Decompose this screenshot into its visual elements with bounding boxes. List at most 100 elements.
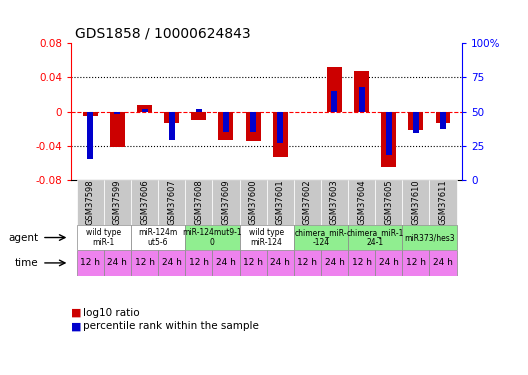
- Bar: [381, 111, 396, 167]
- Text: GSM37609: GSM37609: [221, 180, 230, 225]
- Bar: [429, 180, 457, 225]
- Bar: [429, 250, 457, 276]
- Text: GSM37611: GSM37611: [439, 180, 448, 225]
- Bar: [219, 111, 233, 140]
- Bar: [267, 250, 294, 276]
- Text: 24 h: 24 h: [270, 258, 290, 267]
- Bar: [273, 111, 288, 157]
- Bar: [158, 180, 185, 225]
- Text: 12 h: 12 h: [135, 258, 155, 267]
- Bar: [196, 109, 202, 111]
- Text: percentile rank within the sample: percentile rank within the sample: [83, 321, 259, 331]
- Text: 12 h: 12 h: [297, 258, 317, 267]
- Bar: [104, 180, 131, 225]
- Bar: [240, 250, 267, 276]
- Text: ■: ■: [71, 308, 82, 318]
- Bar: [354, 71, 369, 111]
- Bar: [402, 225, 457, 250]
- Bar: [77, 180, 104, 225]
- Text: agent: agent: [8, 232, 38, 243]
- Bar: [375, 180, 402, 225]
- Bar: [332, 91, 337, 111]
- Bar: [321, 180, 348, 225]
- Bar: [402, 250, 429, 276]
- Bar: [212, 180, 240, 225]
- Text: wild type
miR-124: wild type miR-124: [249, 228, 284, 247]
- Bar: [267, 180, 294, 225]
- Text: GSM37607: GSM37607: [167, 180, 176, 225]
- Bar: [409, 111, 423, 130]
- Text: 24 h: 24 h: [216, 258, 236, 267]
- Text: 24 h: 24 h: [379, 258, 399, 267]
- Text: GDS1858 / 10000624843: GDS1858 / 10000624843: [75, 27, 251, 40]
- Bar: [115, 111, 120, 114]
- Bar: [294, 180, 321, 225]
- Bar: [104, 250, 131, 276]
- Bar: [240, 180, 267, 225]
- Bar: [386, 111, 392, 155]
- Bar: [137, 105, 152, 111]
- Text: GSM37608: GSM37608: [194, 180, 203, 225]
- Bar: [321, 250, 348, 276]
- Bar: [294, 225, 348, 250]
- Text: 24 h: 24 h: [162, 258, 182, 267]
- Text: chimera_miR-1
24-1: chimera_miR-1 24-1: [346, 228, 404, 247]
- Bar: [440, 111, 446, 129]
- Bar: [142, 109, 147, 111]
- Bar: [83, 111, 98, 116]
- Text: miR-124m
ut5-6: miR-124m ut5-6: [138, 228, 178, 247]
- Bar: [348, 250, 375, 276]
- Bar: [250, 111, 256, 132]
- Bar: [185, 225, 240, 250]
- Text: miR-124mut9-1
0: miR-124mut9-1 0: [183, 228, 242, 247]
- Bar: [240, 225, 294, 250]
- Text: log10 ratio: log10 ratio: [83, 308, 140, 318]
- Text: miR373/hes3: miR373/hes3: [404, 233, 455, 242]
- Bar: [212, 250, 240, 276]
- Bar: [87, 111, 93, 159]
- Text: GSM37610: GSM37610: [411, 180, 420, 225]
- Bar: [185, 180, 212, 225]
- Bar: [294, 250, 321, 276]
- Text: GSM37602: GSM37602: [303, 180, 312, 225]
- Text: 12 h: 12 h: [352, 258, 372, 267]
- Bar: [277, 111, 283, 143]
- Text: 12 h: 12 h: [243, 258, 263, 267]
- Text: 12 h: 12 h: [406, 258, 426, 267]
- Text: 12 h: 12 h: [189, 258, 209, 267]
- Text: GSM37606: GSM37606: [140, 180, 149, 225]
- Text: GSM37601: GSM37601: [276, 180, 285, 225]
- Bar: [246, 111, 260, 141]
- Text: ■: ■: [71, 321, 82, 331]
- Text: GSM37599: GSM37599: [113, 180, 122, 225]
- Bar: [131, 250, 158, 276]
- Bar: [348, 180, 375, 225]
- Bar: [164, 111, 179, 123]
- Bar: [413, 111, 419, 134]
- Bar: [375, 250, 402, 276]
- Text: 24 h: 24 h: [433, 258, 453, 267]
- Bar: [223, 111, 229, 132]
- Text: wild type
miR-1: wild type miR-1: [86, 228, 121, 247]
- Bar: [185, 250, 212, 276]
- Text: GSM37604: GSM37604: [357, 180, 366, 225]
- Bar: [131, 180, 158, 225]
- Bar: [110, 111, 125, 147]
- Bar: [158, 250, 185, 276]
- Text: 24 h: 24 h: [108, 258, 127, 267]
- Text: GSM37603: GSM37603: [330, 180, 339, 225]
- Text: chimera_miR-
-124: chimera_miR- -124: [295, 228, 347, 247]
- Bar: [402, 180, 429, 225]
- Bar: [77, 225, 131, 250]
- Text: 12 h: 12 h: [80, 258, 100, 267]
- Text: GSM37600: GSM37600: [249, 180, 258, 225]
- Bar: [168, 111, 175, 140]
- Text: time: time: [14, 258, 38, 268]
- Text: GSM37598: GSM37598: [86, 180, 95, 225]
- Bar: [131, 225, 185, 250]
- Text: GSM37605: GSM37605: [384, 180, 393, 225]
- Bar: [327, 67, 342, 111]
- Bar: [191, 111, 206, 120]
- Bar: [359, 87, 365, 111]
- Text: 24 h: 24 h: [325, 258, 344, 267]
